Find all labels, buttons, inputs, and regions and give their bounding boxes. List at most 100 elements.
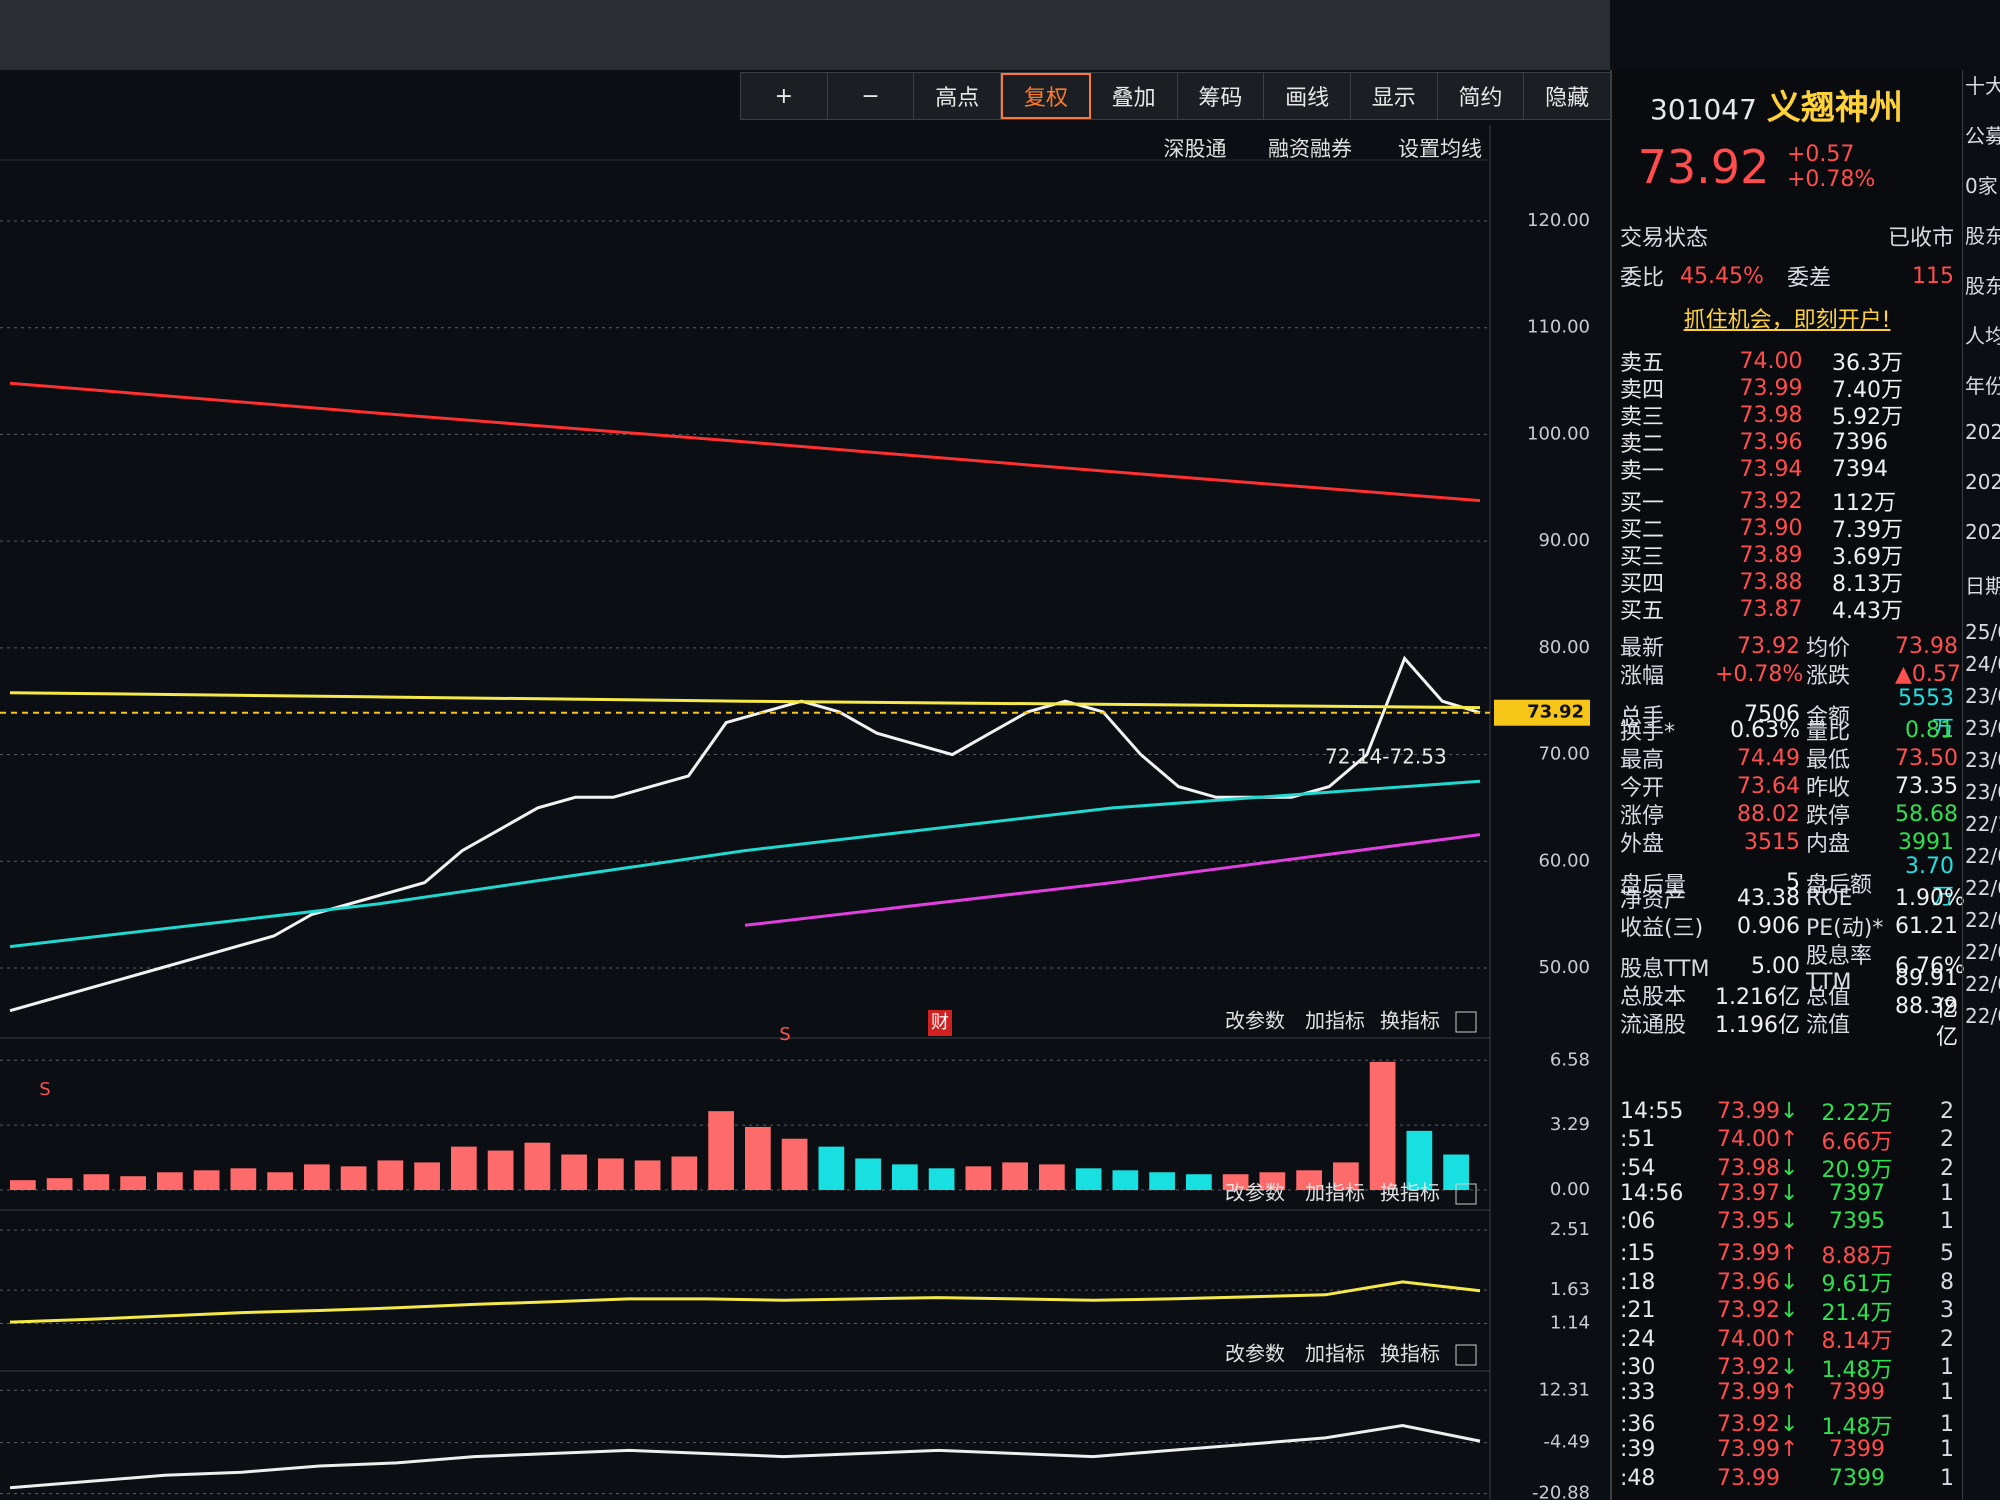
stat-row: 盘后量 5 盘后额 3.70万 [1620, 854, 1954, 911]
stat-value: 5.00 [1751, 954, 1800, 979]
stat-row: 最新 73.92 均价 73.98 [1620, 630, 1958, 662]
indicator-button[interactable]: 换指标 [1380, 1342, 1440, 1366]
chart-link[interactable]: 融资融券 [1268, 137, 1352, 161]
indicator-button[interactable]: 换指标 [1380, 1181, 1440, 1205]
value: 45.45% [1680, 263, 1764, 289]
trade-arrow: ↓ [1780, 1180, 1799, 1206]
trade-row: :18 73.96 ↓ 9.61万 8 [1620, 1266, 1954, 1298]
trade-volume: 1.48万 [1821, 1414, 1893, 1440]
side-item: 股东 [1965, 224, 2000, 248]
trade-row: :48 73.99 7399 1 [1620, 1466, 1954, 1491]
indicator-button[interactable]: 改参数 [1225, 1342, 1285, 1366]
order-book-row: 买二 73.90 7.39万 [1620, 512, 1954, 544]
volume-bar [46, 1178, 73, 1190]
stat-value: 89.91亿 [1895, 966, 1958, 1022]
stat-value: 1.216亿 [1715, 984, 1800, 1010]
series-line [9, 691, 1481, 710]
trade-time: :39 [1620, 1437, 1656, 1462]
stat-value: 61.21 [1895, 913, 1958, 939]
stat-label: 最低 [1806, 748, 1851, 773]
y-tick-label: 100.00 [1527, 423, 1590, 444]
price: 73.90 [1739, 515, 1803, 541]
y-tick-label: 110.00 [1527, 317, 1590, 338]
side-item: 23/03/3 [1965, 780, 2000, 804]
volume-bar [1333, 1162, 1359, 1190]
trade-price: 73.98 [1717, 1155, 1780, 1181]
volume-bar [10, 1180, 36, 1190]
stat-value: 1.196亿 [1715, 1012, 1800, 1038]
stat-label: 跌停 [1806, 804, 1851, 829]
toolbar-button[interactable]: 筹码 [1178, 73, 1265, 119]
stock-name: 义翘神州 [1766, 88, 1903, 128]
volume-bar [1186, 1174, 1212, 1190]
side-item: 22/08/1 [1965, 940, 2000, 964]
toolbar-button[interactable]: 显示 [1351, 73, 1438, 119]
level: 卖三 [1620, 405, 1665, 430]
close-button[interactable] [1455, 1183, 1477, 1205]
toolbar-button[interactable]: 隐藏 [1524, 73, 1612, 119]
stat-label: 量比 [1806, 720, 1851, 745]
level: 买三 [1620, 545, 1665, 570]
volume-bar [193, 1170, 220, 1190]
trade-volume: 7399 [1829, 1437, 1885, 1462]
indicator-button[interactable]: 加指标 [1305, 1009, 1365, 1033]
stat-label: 流通股 [1620, 1012, 1687, 1038]
side-item: 2025 [1965, 520, 2000, 544]
trade-price: 73.92 [1717, 1355, 1780, 1380]
side-item: 23/04/2 [1965, 716, 2000, 740]
stat-value: +0.78% [1715, 661, 1804, 687]
trade-row: :21 73.92 ↓ 21.4万 3 [1620, 1295, 1954, 1327]
toolbar-button[interactable]: − [828, 73, 915, 119]
stat-value: 3991 [1898, 829, 1954, 855]
chart-link[interactable]: 设置均线 [1398, 137, 1482, 161]
indicator-button[interactable]: 加指标 [1305, 1342, 1365, 1366]
chart-link[interactable]: 深股通 [1164, 137, 1227, 161]
stat-label: PE(动)* [1806, 916, 1884, 941]
status-label: 交易状态 [1620, 226, 1709, 251]
indicator-button[interactable]: 加指标 [1305, 1181, 1365, 1205]
toolbar-button[interactable]: 画线 [1264, 73, 1351, 119]
close-button[interactable] [1455, 1011, 1477, 1033]
trade-price: 74.00 [1717, 1127, 1780, 1152]
volume-bar [83, 1174, 110, 1190]
close-button[interactable] [1455, 1344, 1477, 1366]
stat-label: 涨跌 [1806, 664, 1851, 689]
last-price: 73.92 [1637, 140, 1770, 194]
y-tick-label: 0.00 [1550, 1179, 1590, 1200]
stat-value: 73.64 [1737, 773, 1800, 799]
stat-label: 金额 [1806, 704, 1851, 730]
stat-row: 总股本 1.216亿 总值 89.91亿 [1620, 966, 1958, 1023]
indicator-button[interactable]: 改参数 [1225, 1009, 1285, 1033]
indicator-button[interactable]: 改参数 [1225, 1181, 1285, 1205]
stat-value: 73.98 [1895, 633, 1958, 659]
price: 73.87 [1739, 596, 1803, 622]
trade-price: 73.92 [1717, 1412, 1780, 1437]
volume-bar [487, 1150, 514, 1190]
trade-row: :51 74.00 ↑ 6.66万 2 [1620, 1124, 1954, 1156]
price: 73.89 [1739, 542, 1803, 568]
side-item: 22/03/0 [1965, 1004, 2000, 1028]
indicator-button[interactable]: 换指标 [1380, 1009, 1440, 1033]
trade-count: 1 [1940, 1437, 1954, 1462]
toolbar-button[interactable]: 复权 [1001, 73, 1091, 119]
stat-label: 涨停 [1620, 804, 1665, 829]
stat-label: 盘后额 [1806, 872, 1873, 898]
trade-time: :24 [1620, 1326, 1656, 1352]
banner[interactable]: 抓住机会，即刻开户! [1683, 308, 1891, 333]
stat-label: 股息TTM [1620, 956, 1710, 982]
finance-marker-box [928, 1010, 952, 1036]
y-tick-label: 50.00 [1538, 957, 1590, 978]
volume-bar [1222, 1174, 1249, 1190]
trade-time: :15 [1620, 1241, 1656, 1266]
trade-arrow: ↑ [1780, 1127, 1799, 1152]
stat-label: 均价 [1806, 636, 1851, 661]
toolbar-button[interactable]: 叠加 [1091, 73, 1178, 119]
trade-volume: 6.66万 [1821, 1129, 1893, 1155]
toolbar-button[interactable]: + [741, 73, 828, 119]
toolbar-button[interactable]: 高点 [914, 73, 1002, 119]
toolbar-button[interactable]: 简约 [1438, 73, 1525, 119]
volume: 5.92万 [1832, 405, 1903, 430]
volume-bar [855, 1158, 881, 1190]
trade-volume: 8.88万 [1821, 1243, 1893, 1269]
level: 卖四 [1620, 378, 1665, 403]
